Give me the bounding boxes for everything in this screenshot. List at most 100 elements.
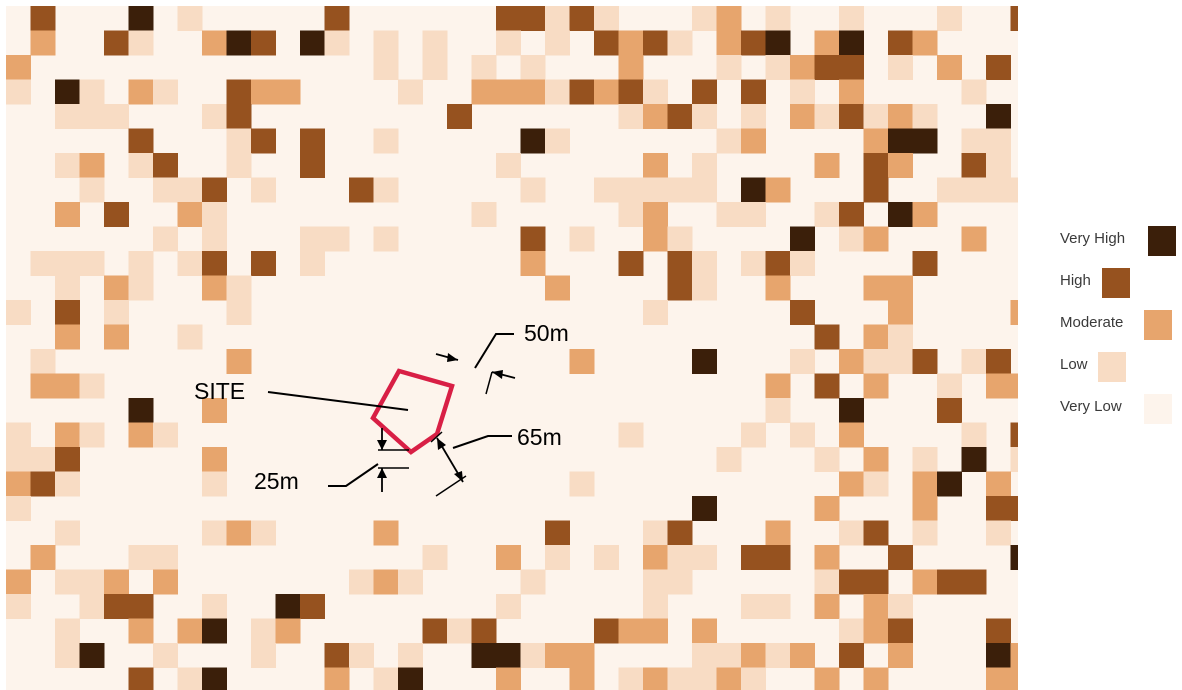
grid-cell [667,177,693,203]
grid-cell [569,471,595,497]
grid-cell [741,422,766,448]
grid-cell [643,202,668,227]
grid-cell [398,643,423,668]
grid-cell [741,594,766,619]
grid-cell [545,30,570,56]
grid-cell [618,618,644,644]
grid-cell [888,104,913,129]
grid-cell [692,104,717,129]
grid-cell [643,177,668,203]
grid-cell [545,520,570,546]
grid-cell [496,30,521,56]
grid-cell [471,79,497,105]
grid-cell [202,251,227,276]
grid-cell [912,471,938,497]
grid-cell [55,643,80,668]
grid-cell [30,6,56,31]
grid-cell [937,55,962,80]
grid-cell [104,202,129,227]
grid-cell [520,6,546,31]
legend-swatch-moderate [1144,310,1172,340]
grid-cell [569,226,595,252]
grid-cell [912,202,938,227]
grid-cell [888,202,913,227]
grid-cell [471,202,497,227]
grid-cell [863,275,889,301]
grid-cell [692,177,717,203]
grid-cell [986,373,1011,399]
grid-cell [226,128,252,154]
grid-cell [55,79,80,105]
grid-cell [398,569,423,595]
grid-cell [790,55,815,80]
site-leader-line [267,391,409,411]
arrowhead-25m-a [377,440,387,450]
grid-cell [422,545,448,570]
grid-cell [128,545,154,570]
grid-cell [961,153,987,178]
grid-cell [202,275,227,301]
grid-cell [422,618,448,644]
legend-label: Moderate [1060,314,1124,331]
site-outline [370,368,455,455]
grid-cell [961,569,987,595]
grid-cell [741,79,766,105]
grid-cell [324,226,350,252]
grid-cell [79,153,105,178]
grid-cell [104,300,129,325]
grid-cell [888,349,913,374]
grid-cell [79,177,105,203]
grid-cell [55,520,80,546]
grid-cell [79,251,105,276]
legend-swatch-very-high [1148,226,1176,256]
grid-cell [643,226,668,252]
grid-cell [79,422,105,448]
grid-cell [961,128,987,154]
grid-cell [839,79,864,105]
grid-cell [594,6,619,31]
grid-cell [863,373,889,399]
grid-cell [226,153,252,178]
grid-cell [912,349,938,374]
grid-cell [839,422,864,448]
grid-cell [55,104,80,129]
grid-cell [1010,422,1018,448]
grid-cell [839,226,864,252]
grid-cell [863,177,889,203]
grid-cell [55,275,80,301]
grid-cell [55,251,80,276]
grid-cell [177,667,203,690]
grid-cell [594,545,619,570]
grid-cell [153,643,178,668]
grid-cell [177,251,203,276]
grid-cell [888,30,913,56]
grid-cell [888,300,913,325]
grid-cell [741,104,766,129]
ext-65m-a [430,431,443,443]
grid-cell [643,667,668,690]
grid-cell [202,447,227,472]
grid-cell [447,104,472,129]
grid-cell [55,447,80,472]
grid-cell [961,349,987,374]
grid-cell [79,569,105,595]
grid-cell [226,79,252,105]
grid-cell [349,569,374,595]
grid-cell [986,667,1011,690]
grid-cell [1010,6,1018,31]
grid-cell [251,79,276,105]
grid-cell [422,30,448,56]
grid-cell [716,447,742,472]
grid-cell [888,153,913,178]
grid-cell [863,667,889,690]
grid-cell [814,30,840,56]
grid-cell [1010,373,1018,399]
grid-cell [226,349,252,374]
grid-cell [153,569,178,595]
grid-cell [863,153,889,178]
grid-cell [104,324,129,350]
grid-cell [55,300,80,325]
grid-cell [226,300,252,325]
grid-cell [765,6,791,31]
grid-cell [569,643,595,668]
